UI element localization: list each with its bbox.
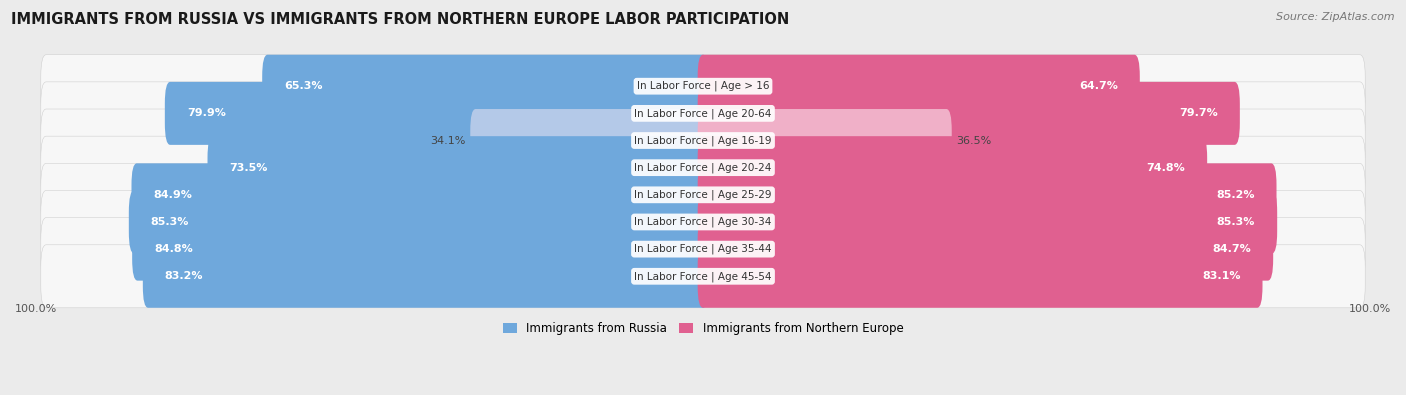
FancyBboxPatch shape: [41, 82, 1365, 145]
Legend: Immigrants from Russia, Immigrants from Northern Europe: Immigrants from Russia, Immigrants from …: [498, 317, 908, 340]
FancyBboxPatch shape: [41, 163, 1365, 226]
FancyBboxPatch shape: [697, 55, 1140, 118]
FancyBboxPatch shape: [132, 163, 709, 226]
Text: In Labor Force | Age 25-29: In Labor Force | Age 25-29: [634, 190, 772, 200]
Text: 36.5%: 36.5%: [956, 135, 991, 145]
Text: In Labor Force | Age 20-64: In Labor Force | Age 20-64: [634, 108, 772, 118]
FancyBboxPatch shape: [697, 218, 1274, 280]
Text: 84.9%: 84.9%: [153, 190, 193, 200]
FancyBboxPatch shape: [697, 109, 952, 172]
Text: 85.3%: 85.3%: [150, 217, 190, 227]
Text: In Labor Force | Age 35-44: In Labor Force | Age 35-44: [634, 244, 772, 254]
Text: In Labor Force | Age 16-19: In Labor Force | Age 16-19: [634, 135, 772, 146]
Text: Source: ZipAtlas.com: Source: ZipAtlas.com: [1277, 12, 1395, 22]
Text: 83.2%: 83.2%: [165, 271, 204, 281]
FancyBboxPatch shape: [41, 245, 1365, 308]
Text: In Labor Force | Age 45-54: In Labor Force | Age 45-54: [634, 271, 772, 282]
FancyBboxPatch shape: [697, 245, 1263, 308]
FancyBboxPatch shape: [143, 245, 709, 308]
FancyBboxPatch shape: [470, 109, 709, 172]
FancyBboxPatch shape: [41, 109, 1365, 172]
FancyBboxPatch shape: [41, 190, 1365, 254]
Text: IMMIGRANTS FROM RUSSIA VS IMMIGRANTS FROM NORTHERN EUROPE LABOR PARTICIPATION: IMMIGRANTS FROM RUSSIA VS IMMIGRANTS FRO…: [11, 12, 790, 27]
Text: 84.7%: 84.7%: [1212, 244, 1251, 254]
FancyBboxPatch shape: [262, 55, 709, 118]
Text: In Labor Force | Age 30-34: In Labor Force | Age 30-34: [634, 217, 772, 227]
FancyBboxPatch shape: [697, 136, 1208, 199]
FancyBboxPatch shape: [41, 55, 1365, 118]
Text: 64.7%: 64.7%: [1078, 81, 1118, 91]
Text: 73.5%: 73.5%: [229, 163, 269, 173]
Text: In Labor Force | Age 20-24: In Labor Force | Age 20-24: [634, 162, 772, 173]
FancyBboxPatch shape: [41, 218, 1365, 280]
FancyBboxPatch shape: [165, 82, 709, 145]
Text: 79.7%: 79.7%: [1180, 108, 1218, 118]
FancyBboxPatch shape: [697, 163, 1277, 226]
FancyBboxPatch shape: [129, 190, 709, 254]
FancyBboxPatch shape: [132, 218, 709, 280]
Text: 79.9%: 79.9%: [187, 108, 226, 118]
Text: 83.1%: 83.1%: [1202, 271, 1240, 281]
Text: 85.3%: 85.3%: [1216, 217, 1256, 227]
Text: 85.2%: 85.2%: [1216, 190, 1254, 200]
Text: 65.3%: 65.3%: [284, 81, 323, 91]
Text: 34.1%: 34.1%: [430, 135, 465, 145]
Text: 84.8%: 84.8%: [155, 244, 193, 254]
Text: 74.8%: 74.8%: [1146, 163, 1185, 173]
FancyBboxPatch shape: [697, 190, 1277, 254]
FancyBboxPatch shape: [208, 136, 709, 199]
Text: In Labor Force | Age > 16: In Labor Force | Age > 16: [637, 81, 769, 92]
FancyBboxPatch shape: [41, 136, 1365, 199]
FancyBboxPatch shape: [697, 82, 1240, 145]
